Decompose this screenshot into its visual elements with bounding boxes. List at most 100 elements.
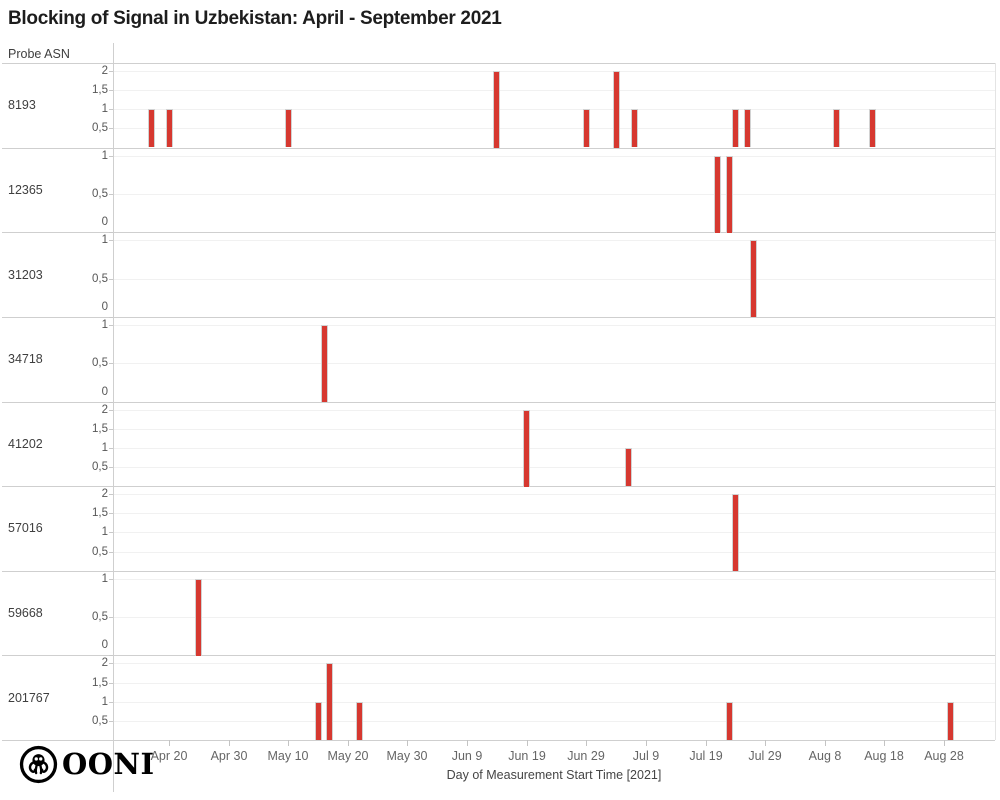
y-gridline	[114, 410, 995, 411]
y-tick-label: 2	[101, 657, 108, 669]
y-tick-mark	[109, 128, 113, 129]
measurement-bar[interactable]	[195, 579, 202, 656]
x-tick-mark	[646, 740, 647, 746]
measurement-bar[interactable]	[148, 109, 155, 147]
y-tick-label: 0	[101, 301, 108, 313]
measurement-bar[interactable]	[750, 240, 757, 317]
measurement-bar[interactable]	[833, 109, 840, 147]
x-tick-mark	[884, 740, 885, 746]
y-tick-mark	[109, 721, 113, 722]
y-gridline	[114, 279, 995, 280]
y-gridline	[114, 325, 995, 326]
y-tick-label: 0	[101, 639, 108, 651]
y-gridline	[114, 513, 995, 514]
measurement-bar[interactable]	[631, 109, 638, 147]
measurement-bar[interactable]	[744, 109, 751, 147]
x-tick-label: Jun 29	[567, 749, 605, 763]
y-tick-label: 1	[101, 573, 108, 585]
facet-asn-label: 31203	[8, 268, 43, 282]
facet-asn-label: 8193	[8, 98, 36, 112]
y-tick-mark	[109, 194, 113, 195]
y-tick-mark	[109, 325, 113, 326]
y-tick-mark	[109, 71, 113, 72]
y-tick-label: 0	[101, 386, 108, 398]
measurement-bar[interactable]	[625, 448, 632, 486]
x-tick-mark	[586, 740, 587, 746]
y-gridline	[114, 467, 995, 468]
measurement-bar[interactable]	[726, 156, 733, 233]
y-tick-label: 1,5	[92, 84, 108, 96]
measurement-bar[interactable]	[947, 702, 954, 740]
y-gridline	[114, 156, 995, 157]
measurement-bar[interactable]	[869, 109, 876, 147]
y-tick-mark	[109, 617, 113, 618]
y-tick-label: 1	[101, 442, 108, 454]
measurement-bar[interactable]	[583, 109, 590, 147]
y-tick-label: 1,5	[92, 423, 108, 435]
y-tick-label: 1	[101, 150, 108, 162]
y-tick-label: 0,5	[92, 122, 108, 134]
y-gridline	[114, 71, 995, 72]
measurement-bar[interactable]	[321, 325, 328, 402]
y-tick-label: 0,5	[92, 357, 108, 369]
measurement-bar[interactable]	[714, 156, 721, 233]
y-tick-mark	[109, 410, 113, 411]
y-tick-label: 0,5	[92, 546, 108, 558]
x-tick-label: May 10	[267, 749, 309, 763]
y-tick-label: 0,5	[92, 188, 108, 200]
x-tick-label: Aug 28	[924, 749, 964, 763]
x-tick-label: Aug 8	[808, 749, 842, 763]
measurement-bar[interactable]	[356, 702, 363, 740]
y-gridline	[114, 128, 995, 129]
facet-boundary-line	[2, 486, 995, 487]
y-gridline	[114, 683, 995, 684]
measurement-bar[interactable]	[285, 109, 292, 147]
facet-boundary-line	[2, 63, 995, 64]
measurement-bar[interactable]	[732, 109, 739, 147]
x-tick-mark	[706, 740, 707, 746]
measurement-bar[interactable]	[726, 702, 733, 740]
facet-boundary-line	[2, 571, 995, 572]
y-tick-label: 0,5	[92, 611, 108, 623]
y-tick-label: 1,5	[92, 507, 108, 519]
y-gridline	[114, 617, 995, 618]
facet-asn-label: 41202	[8, 437, 43, 451]
measurement-bar[interactable]	[523, 410, 530, 487]
y-tick-label: 1	[101, 526, 108, 538]
y-tick-label: 2	[101, 65, 108, 77]
ooni-wordmark: OONI	[62, 747, 155, 781]
measurement-bar[interactable]	[493, 71, 500, 148]
chart-title: Blocking of Signal in Uzbekistan: April …	[8, 8, 502, 29]
measurement-bar[interactable]	[326, 663, 333, 740]
x-tick-mark	[407, 740, 408, 746]
y-gridline	[114, 448, 995, 449]
y-tick-mark	[109, 467, 113, 468]
y-gridline	[114, 363, 995, 364]
y-tick-mark	[109, 402, 113, 403]
x-tick-label: Apr 20	[150, 749, 188, 763]
measurement-bar[interactable]	[732, 494, 739, 571]
x-tick-mark	[288, 740, 289, 746]
y-tick-mark	[109, 240, 113, 241]
y-gridline	[114, 240, 995, 241]
y-tick-label: 0,5	[92, 715, 108, 727]
facet-boundary-line	[2, 740, 995, 741]
x-tick-label: Apr 30	[210, 749, 248, 763]
y-gridline	[114, 552, 995, 553]
x-tick-mark	[825, 740, 826, 746]
x-tick-label: Jul 9	[632, 749, 660, 763]
facet-boundary-line	[2, 317, 995, 318]
y-tick-mark	[109, 156, 113, 157]
y-tick-mark	[109, 552, 113, 553]
x-tick-mark	[527, 740, 528, 746]
x-tick-mark	[169, 740, 170, 746]
plot-right-border	[995, 63, 996, 740]
x-tick-label: May 30	[386, 749, 428, 763]
measurement-bar[interactable]	[166, 109, 173, 147]
y-gridline	[114, 532, 995, 533]
y-tick-label: 1,5	[92, 677, 108, 689]
x-tick-label: Aug 18	[864, 749, 904, 763]
measurement-bar[interactable]	[613, 71, 620, 148]
y-gridline	[114, 429, 995, 430]
measurement-bar[interactable]	[315, 702, 322, 740]
